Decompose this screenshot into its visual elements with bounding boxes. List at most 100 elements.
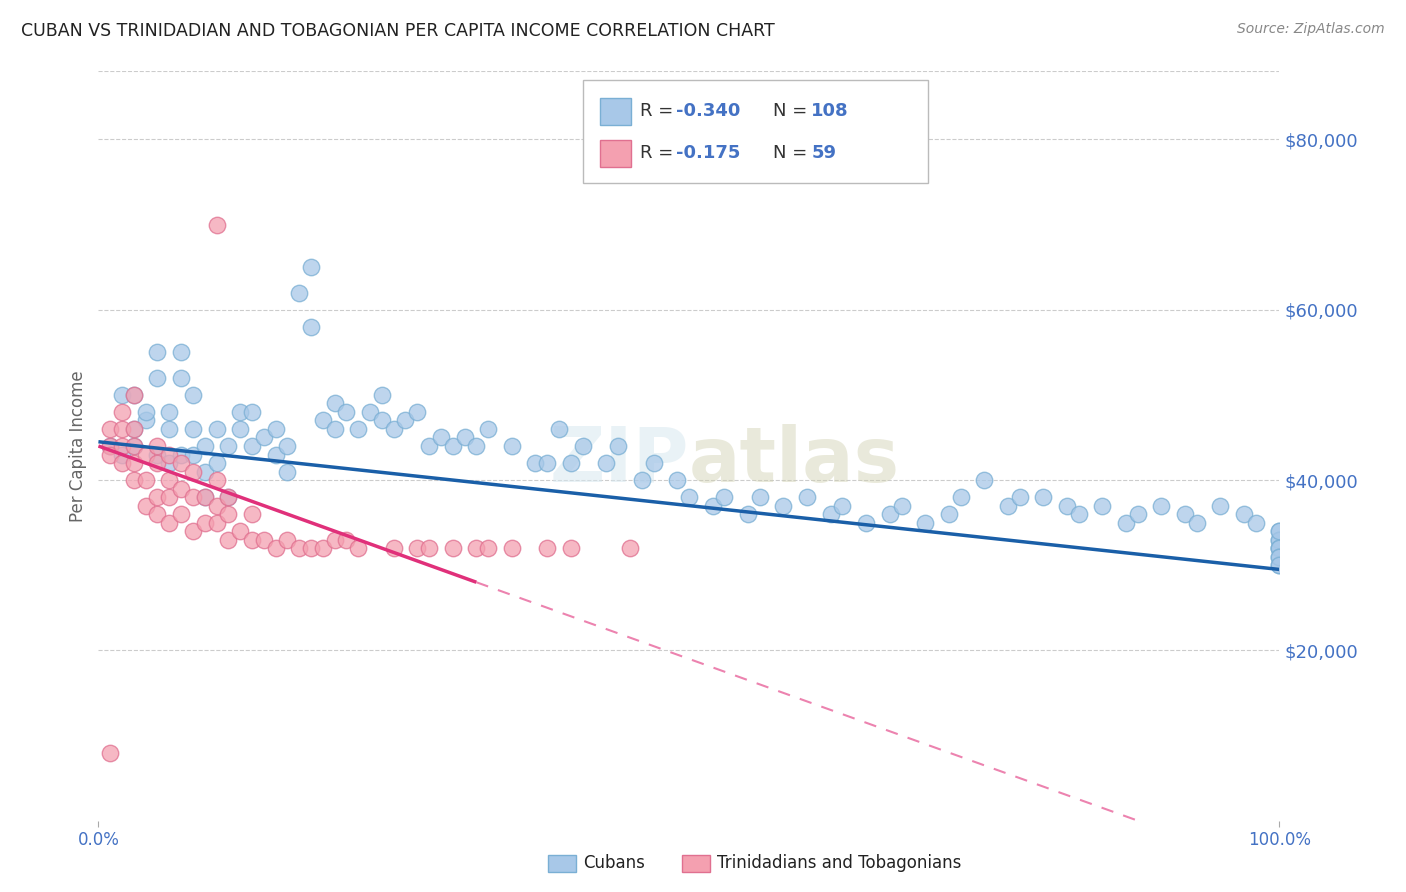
Point (382, 422, 405, 436)
Point (111, 405, 134, 419)
Point (217, 507, 239, 521)
Text: Source: ZipAtlas.com: Source: ZipAtlas.com (1237, 22, 1385, 37)
Point (217, 490, 239, 504)
Point (146, 448, 169, 462)
Point (157, 456, 180, 470)
Point (1268, 558, 1291, 573)
Point (205, 473, 228, 487)
Point (477, 541, 499, 556)
Point (276, 439, 298, 453)
Point (536, 456, 558, 470)
Text: 59: 59 (811, 145, 837, 162)
Point (194, 490, 217, 504)
Point (122, 439, 145, 453)
Point (347, 541, 370, 556)
Point (914, 516, 936, 530)
Point (122, 422, 145, 436)
Point (146, 439, 169, 453)
Point (229, 405, 252, 419)
Point (135, 448, 157, 462)
Point (299, 260, 322, 275)
Point (122, 422, 145, 436)
Point (157, 516, 180, 530)
Point (229, 422, 252, 436)
Point (938, 507, 960, 521)
Point (194, 516, 217, 530)
Point (666, 473, 689, 487)
Point (299, 319, 322, 334)
Point (205, 499, 228, 513)
Text: -0.340: -0.340 (676, 103, 741, 120)
Text: Trinidadians and Tobagonians: Trinidadians and Tobagonians (717, 855, 962, 872)
Point (181, 388, 204, 402)
Point (264, 448, 287, 462)
Point (465, 439, 488, 453)
Point (170, 482, 193, 496)
Point (678, 490, 700, 504)
Point (146, 507, 169, 521)
Point (157, 473, 180, 487)
Point (98, 746, 121, 760)
Point (1185, 516, 1208, 530)
Point (418, 541, 440, 556)
Point (111, 448, 134, 462)
Text: atlas: atlas (689, 424, 900, 498)
Point (1268, 524, 1291, 538)
Point (453, 430, 475, 444)
Point (748, 490, 770, 504)
Point (796, 490, 818, 504)
Text: N =: N = (773, 103, 813, 120)
Point (157, 490, 180, 504)
Point (595, 456, 617, 470)
Point (1008, 490, 1031, 504)
Point (122, 439, 145, 453)
Point (111, 388, 134, 402)
Point (560, 456, 582, 470)
Text: Cubans: Cubans (583, 855, 645, 872)
Point (820, 507, 842, 521)
Point (217, 490, 239, 504)
Point (418, 439, 440, 453)
Point (1268, 549, 1291, 564)
Point (359, 405, 381, 419)
Point (1067, 507, 1090, 521)
Point (571, 439, 593, 453)
Point (299, 541, 322, 556)
Point (157, 448, 180, 462)
Point (312, 541, 335, 556)
Text: N =: N = (773, 145, 813, 162)
Point (146, 371, 169, 385)
Point (157, 405, 180, 419)
Point (890, 499, 912, 513)
Text: R =: R = (640, 103, 679, 120)
Point (973, 473, 995, 487)
Point (135, 405, 157, 419)
Point (524, 456, 547, 470)
Point (205, 422, 228, 436)
Point (347, 422, 370, 436)
Point (1268, 541, 1291, 556)
Point (170, 448, 193, 462)
Point (135, 499, 157, 513)
Point (240, 533, 263, 547)
Text: CUBAN VS TRINIDADIAN AND TOBAGONIAN PER CAPITA INCOME CORRELATION CHART: CUBAN VS TRINIDADIAN AND TOBAGONIAN PER … (21, 22, 775, 40)
Text: R =: R = (640, 145, 679, 162)
Point (1174, 507, 1197, 521)
Point (501, 541, 523, 556)
Point (122, 388, 145, 402)
Point (181, 465, 204, 479)
Point (382, 541, 405, 556)
Point (430, 430, 453, 444)
Point (1268, 549, 1291, 564)
Point (264, 422, 287, 436)
Point (181, 448, 204, 462)
Point (98, 439, 121, 453)
Point (323, 422, 346, 436)
Point (831, 499, 853, 513)
Text: 108: 108 (811, 103, 849, 120)
Point (1091, 499, 1114, 513)
Point (465, 541, 488, 556)
Point (205, 218, 228, 232)
Point (619, 541, 641, 556)
Point (323, 396, 346, 410)
